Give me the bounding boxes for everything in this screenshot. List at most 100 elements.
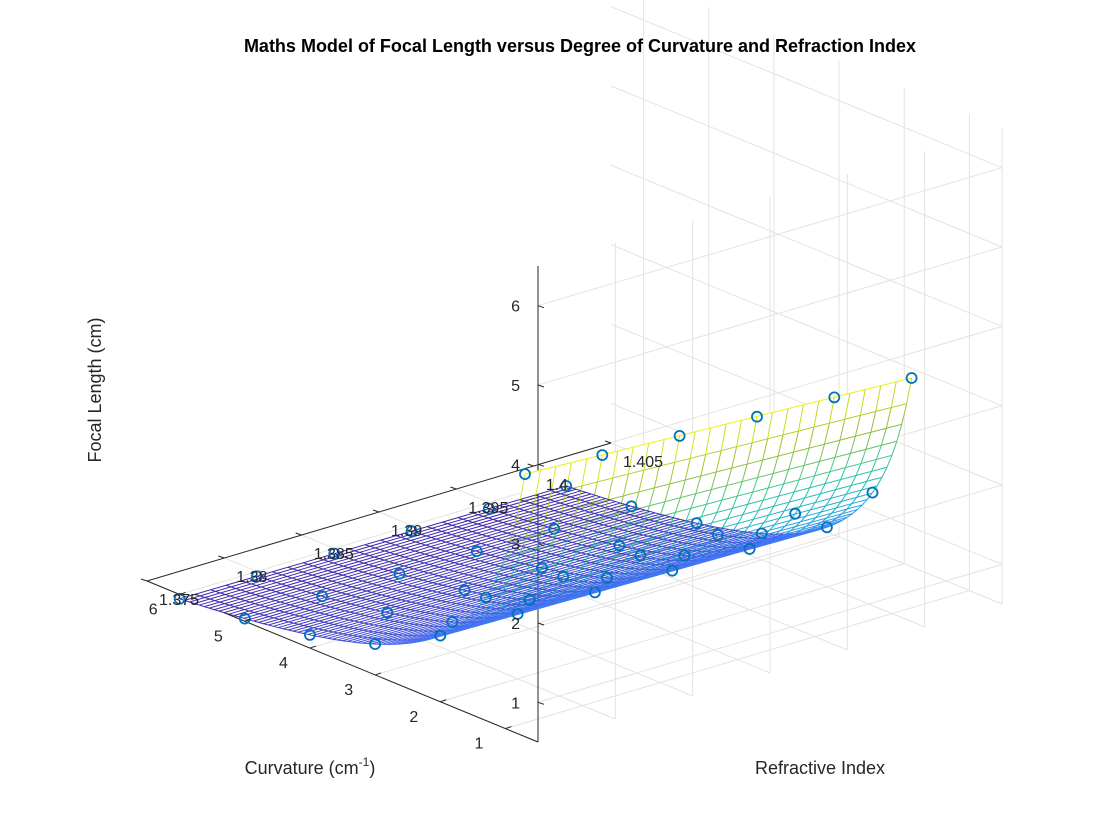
mesh-line-index — [293, 622, 299, 625]
mesh-line-index — [804, 487, 811, 499]
mesh-line-index — [854, 415, 861, 437]
mesh-line-index — [787, 535, 793, 538]
mesh-line-index — [646, 557, 652, 559]
mesh-line-index — [323, 629, 329, 632]
mesh-line-index — [657, 537, 664, 540]
mesh-line-index — [467, 520, 473, 523]
mesh-line-index — [774, 518, 780, 526]
mesh-line-index — [285, 594, 291, 597]
mesh-line-index — [589, 569, 595, 571]
mesh-line-index — [466, 538, 472, 542]
mesh-line-index — [446, 593, 453, 596]
mesh-line-index — [277, 572, 283, 576]
mesh-line-index — [605, 564, 611, 567]
mesh-line-index — [324, 613, 330, 616]
mesh-line-index — [307, 633, 313, 636]
chart-title: Maths Model of Focal Length versus Degre… — [244, 36, 916, 56]
mesh-line-index — [803, 448, 810, 466]
mesh-line-index — [271, 580, 277, 584]
mesh-line-index — [383, 632, 389, 635]
mesh-line-index — [439, 566, 445, 570]
mesh-line-index — [720, 424, 727, 451]
mesh-line-index — [561, 540, 568, 554]
mesh-line-index — [678, 567, 684, 570]
mesh-line-index — [353, 568, 359, 572]
mesh-line-index — [675, 531, 682, 541]
mesh-line-index — [752, 510, 759, 520]
mesh-line-index — [517, 535, 523, 538]
mesh-line-index — [384, 619, 390, 621]
mesh-line-index — [353, 559, 360, 563]
mesh-line-index — [313, 627, 319, 630]
mesh-line-index — [606, 587, 612, 590]
mesh-line-index — [552, 527, 559, 531]
mesh-line-index — [835, 501, 842, 509]
mesh-line-index — [593, 521, 599, 525]
mesh-line-index — [435, 613, 441, 616]
mesh-line-index — [461, 596, 467, 599]
mesh-line-index — [513, 576, 519, 579]
mesh-line-index — [492, 587, 498, 590]
mesh-line-index — [736, 549, 742, 552]
mesh-line-index — [685, 508, 692, 522]
mesh-line-index — [554, 510, 560, 513]
mesh-line-index — [471, 619, 477, 624]
mesh-line-index — [651, 564, 657, 570]
mesh-line-index — [693, 537, 699, 539]
mesh-line-index — [783, 469, 790, 485]
mesh-line-index — [468, 624, 474, 627]
mesh-line-index — [401, 599, 407, 602]
mesh-line-index — [233, 615, 239, 618]
mesh-line-index — [599, 570, 605, 573]
mesh-line-index — [831, 517, 838, 522]
mesh-line-index — [409, 623, 415, 625]
mesh-line-index — [584, 574, 590, 577]
mesh-line-index — [695, 476, 702, 495]
mesh-line-index — [281, 583, 287, 587]
mesh-line-index — [524, 571, 530, 574]
mesh-line-index — [637, 578, 643, 581]
mesh-line-index — [600, 496, 606, 500]
mesh-line-index — [652, 544, 658, 547]
mesh-line-index — [422, 588, 428, 591]
mesh-line-index — [822, 526, 828, 530]
mesh-line-index — [772, 456, 779, 474]
mesh-line-index — [393, 562, 400, 566]
mesh-line-index — [338, 625, 344, 628]
scatter-point — [369, 638, 382, 650]
mesh-line-index — [490, 554, 496, 557]
mesh-line-index — [541, 550, 547, 554]
mesh-line-index — [398, 564, 405, 567]
mesh-line-index — [484, 570, 490, 573]
mesh-line-index — [800, 526, 807, 531]
mesh-line-index — [597, 517, 604, 534]
mesh-line-index — [291, 586, 297, 590]
mesh-line-index — [611, 586, 617, 589]
mesh-line-index — [419, 618, 425, 620]
mesh-line-index — [533, 580, 539, 583]
mesh-line-index — [881, 467, 888, 478]
mesh-line-index — [615, 566, 621, 568]
mesh-line-index — [581, 544, 588, 547]
mesh-line-index — [713, 533, 719, 536]
mesh-line-index — [658, 573, 664, 576]
mesh-line-index — [778, 510, 785, 519]
mesh-line-index — [808, 427, 815, 449]
mesh-line-index — [797, 405, 804, 432]
scatter-point — [238, 612, 251, 625]
mesh-line-index — [543, 525, 549, 528]
mesh-line-index — [498, 617, 504, 620]
mesh-line-index — [813, 401, 820, 428]
mesh-line-index — [876, 477, 883, 487]
mesh-line-index — [514, 569, 520, 572]
mesh-line-index — [484, 561, 490, 565]
mesh-line-index — [839, 419, 846, 441]
scatter-point — [625, 500, 638, 513]
mesh-line-index — [664, 515, 670, 518]
mesh-line-index — [382, 577, 388, 580]
mesh-line-index — [337, 573, 343, 576]
mesh-line-index — [782, 408, 789, 436]
mesh-line-index — [466, 597, 472, 600]
mesh-line-index — [536, 541, 542, 544]
mesh-line-index — [757, 460, 764, 478]
